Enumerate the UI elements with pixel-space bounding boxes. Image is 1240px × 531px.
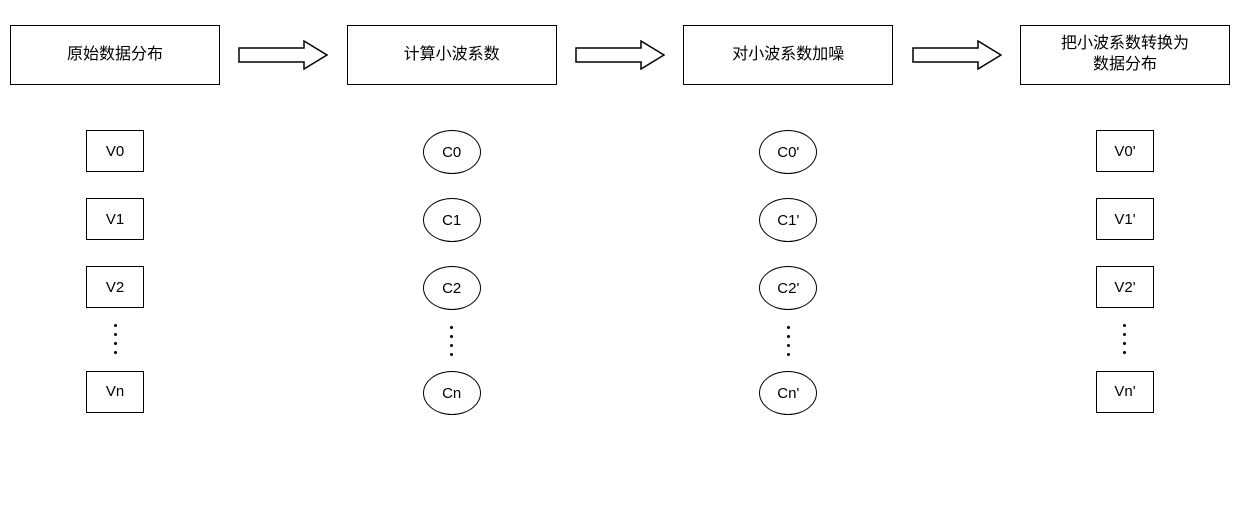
arrow-1 xyxy=(575,40,665,70)
coef-node-1-0: C0 xyxy=(423,130,481,174)
coef-node-2-2: C2' xyxy=(759,266,817,310)
data-node-0-1: V1 xyxy=(86,198,144,240)
step-box-2: 对小波系数加噪 xyxy=(683,25,893,85)
arrow-icon xyxy=(238,40,328,70)
vdots-2 xyxy=(787,320,790,362)
data-node-3-1: V1' xyxy=(1096,198,1154,240)
data-node-3-0: V0' xyxy=(1096,130,1154,172)
arrow-0 xyxy=(238,40,328,70)
steps-row: 原始数据分布 计算小波系数 对小波系数加噪 把小波系数转换为数据分布 xyxy=(0,20,1240,90)
data-node-3-2: V2' xyxy=(1096,266,1154,308)
step-box-3: 把小波系数转换为数据分布 xyxy=(1020,25,1230,85)
step-box-1: 计算小波系数 xyxy=(347,25,557,85)
data-node-3-3: Vn' xyxy=(1096,371,1154,413)
coef-node-2-3: Cn' xyxy=(759,371,817,415)
vdots-1 xyxy=(450,320,453,362)
coef-node-2-1: C1' xyxy=(759,198,817,242)
column-3: V0' V1' V2' Vn' xyxy=(1020,110,1230,520)
column-2: C0' C1' C2' Cn' xyxy=(683,110,893,520)
column-spacer-0 xyxy=(238,110,328,520)
column-1: C0 C1 C2 Cn xyxy=(347,110,557,520)
arrow-icon xyxy=(912,40,1002,70)
column-0: V0 V1 V2 Vn xyxy=(10,110,220,520)
vdots-0 xyxy=(114,318,117,360)
column-spacer-1 xyxy=(575,110,665,520)
arrow-2 xyxy=(912,40,1002,70)
data-node-0-2: V2 xyxy=(86,266,144,308)
data-node-0-3: Vn xyxy=(86,371,144,413)
data-node-0-0: V0 xyxy=(86,130,144,172)
vdots-3 xyxy=(1123,318,1126,360)
step-box-0: 原始数据分布 xyxy=(10,25,220,85)
columns-row: V0 V1 V2 Vn C0 C1 C2 Cn C0' C1' C2' Cn' V0' V1' V2' Vn' xyxy=(0,110,1240,520)
coef-node-2-0: C0' xyxy=(759,130,817,174)
arrow-icon xyxy=(575,40,665,70)
coef-node-1-3: Cn xyxy=(423,371,481,415)
coef-node-1-1: C1 xyxy=(423,198,481,242)
coef-node-1-2: C2 xyxy=(423,266,481,310)
column-spacer-2 xyxy=(912,110,1002,520)
